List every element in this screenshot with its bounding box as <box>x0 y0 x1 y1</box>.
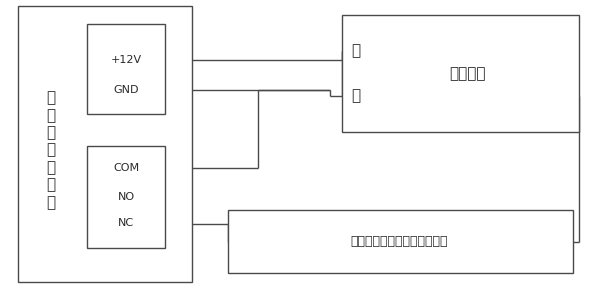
Text: +12V: +12V <box>110 55 142 65</box>
Text: NC: NC <box>118 218 134 229</box>
Bar <box>228 210 573 273</box>
Bar <box>87 146 165 248</box>
Bar <box>87 24 165 114</box>
Text: 负: 负 <box>351 88 360 104</box>
Text: COM: COM <box>113 163 139 173</box>
Text: 原装电源: 原装电源 <box>450 66 486 81</box>
Bar <box>342 15 579 132</box>
Text: NO: NO <box>118 191 134 202</box>
Text: 正: 正 <box>351 44 360 59</box>
Text: 单
门
门
禁
控
制
器: 单 门 门 禁 控 制 器 <box>46 90 56 210</box>
Bar <box>18 6 192 282</box>
Text: 正．．断电开锁型电锁．．负: 正．．断电开锁型电锁．．负 <box>350 235 448 248</box>
Text: GND: GND <box>113 85 139 95</box>
